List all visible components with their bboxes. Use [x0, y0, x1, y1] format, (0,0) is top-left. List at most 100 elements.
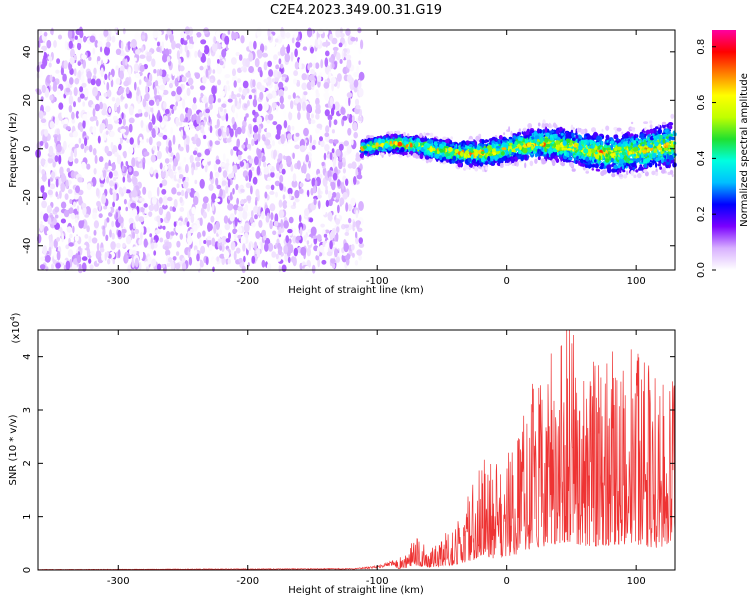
- heatmap-cell: [77, 61, 82, 66]
- heatmap-cell: [43, 52, 48, 60]
- heatmap-cell: [130, 202, 137, 209]
- heatmap-cell: [146, 51, 153, 56]
- heatmap-cell: [244, 203, 249, 212]
- heatmap-cell: [124, 103, 128, 109]
- heatmap-cell: [274, 84, 278, 91]
- heatmap-cell: [52, 161, 56, 168]
- heatmap-cell: [209, 78, 214, 83]
- heatmap-cell: [265, 139, 271, 146]
- heatmap-cell: [237, 177, 242, 184]
- heatmap-cell: [291, 37, 295, 44]
- heatmap-cell: [111, 35, 116, 43]
- heatmap-cell: [317, 75, 322, 82]
- heatmap-cell: [104, 251, 107, 261]
- heatmap-cell: [69, 207, 74, 214]
- heatmap-cell: [315, 254, 320, 261]
- heatmap-cell: [253, 131, 258, 142]
- heatmap-cell: [233, 32, 239, 40]
- heatmap-cell: [328, 139, 334, 144]
- heatmap-cell: [161, 188, 167, 195]
- heatmap-cell: [211, 259, 217, 266]
- heatmap-cell: [122, 165, 125, 172]
- heatmap-cell: [537, 122, 541, 127]
- heatmap-cell: [69, 56, 75, 65]
- heatmap-cell: [236, 197, 240, 205]
- heatmap-cell: [209, 171, 213, 180]
- heatmap-cell: [310, 54, 317, 63]
- heatmap-cell: [69, 77, 74, 85]
- heatmap-cell: [159, 68, 163, 77]
- heatmap-cell: [151, 196, 157, 205]
- heatmap-cell: [330, 77, 337, 85]
- heatmap-cell: [152, 30, 159, 39]
- heatmap-cell: [208, 183, 214, 191]
- heatmap-cell: [191, 166, 194, 176]
- heatmap-cell: [169, 82, 173, 89]
- heatmap-cell: [333, 119, 338, 126]
- heatmap-cell: [353, 79, 359, 88]
- heatmap-cell: [626, 170, 629, 176]
- heatmap-cell: [509, 156, 515, 162]
- heatmap-cell: [131, 250, 137, 255]
- heatmap-cell: [245, 175, 249, 182]
- heatmap-cell: [265, 184, 271, 190]
- heatmap-cell: [69, 199, 73, 204]
- heatmap-cell: [190, 85, 194, 90]
- heatmap-cell: [577, 160, 581, 165]
- heatmap-cell: [203, 134, 207, 140]
- heatmap-cell: [332, 263, 336, 269]
- heatmap-cell: [323, 93, 328, 98]
- heatmap-cell: [175, 117, 180, 127]
- heatmap-cell: [174, 64, 178, 70]
- heatmap-cell: [333, 101, 340, 111]
- heatmap-cell: [283, 38, 289, 48]
- heatmap-cell: [152, 145, 156, 151]
- heatmap-cell: [151, 115, 156, 125]
- heatmap-cell: [267, 28, 271, 38]
- heatmap-cell: [216, 118, 220, 128]
- heatmap-cell: [137, 136, 141, 146]
- heatmap-cell: [199, 65, 204, 71]
- heatmap-cell: [169, 171, 174, 179]
- heatmap-cell: [138, 216, 145, 223]
- heatmap-cell: [275, 191, 278, 198]
- heatmap-cell: [336, 226, 340, 233]
- heatmap-cell: [39, 264, 46, 270]
- heatmap-cell: [44, 142, 49, 149]
- heatmap-cell: [350, 244, 355, 251]
- heatmap-cell: [254, 58, 260, 68]
- heatmap-cell: [266, 262, 272, 271]
- heatmap-cell: [325, 188, 329, 195]
- heatmap-cell: [45, 254, 51, 263]
- heatmap-cell: [71, 111, 75, 120]
- heatmap-cell: [49, 121, 55, 129]
- heatmap-cell: [207, 223, 213, 232]
- heatmap-cell: [332, 158, 336, 168]
- heatmap-cell: [89, 116, 95, 122]
- heatmap-cell: [86, 225, 90, 233]
- heatmap-cell: [153, 203, 158, 212]
- heatmap-cell: [65, 260, 71, 271]
- heatmap-cell: [92, 108, 96, 117]
- heatmap-cell: [68, 61, 71, 71]
- heatmap-cell: [185, 176, 190, 183]
- heatmap-cell: [100, 183, 104, 188]
- heatmap-cell: [283, 109, 286, 118]
- heatmap-cell: [98, 156, 104, 163]
- heatmap-cell: [107, 207, 111, 213]
- heatmap-cell: [343, 140, 349, 147]
- heatmap-cell: [343, 242, 350, 253]
- heatmap-cell: [199, 261, 204, 268]
- heatmap-cell: [355, 152, 360, 161]
- heatmap-cell: [41, 200, 47, 209]
- heatmap-cell: [186, 87, 191, 97]
- heatmap-cell: [215, 30, 221, 38]
- heatmap-cell: [290, 51, 294, 62]
- heatmap-cell: [331, 37, 338, 45]
- heatmap-cell: [246, 195, 252, 202]
- heatmap-cell: [105, 41, 111, 48]
- heatmap-cell: [467, 155, 470, 158]
- heatmap-cell: [111, 97, 116, 102]
- heatmap-cell: [74, 35, 78, 40]
- heatmap-cell: [106, 217, 110, 223]
